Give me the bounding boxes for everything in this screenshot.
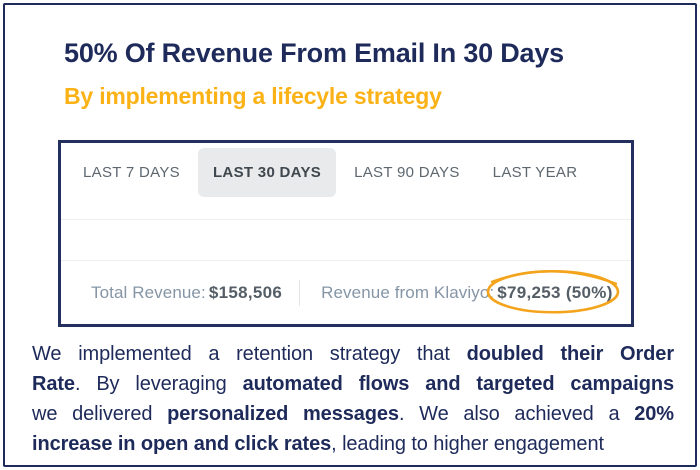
revenue-stats-row: Total Revenue: $158,506 Revenue from Kla… bbox=[61, 261, 631, 324]
body-text-line: increase in open and click rates, leadin… bbox=[32, 433, 604, 455]
tab-last-year[interactable]: LAST YEAR bbox=[492, 164, 578, 181]
analytics-panel: LAST 7 DAYS LAST 30 DAYS LAST 90 DAYS LA… bbox=[58, 140, 634, 327]
total-revenue-label: Total Revenue: bbox=[91, 282, 206, 302]
total-revenue-value: $158,506 bbox=[208, 282, 283, 302]
case-study-summary: We implemented a retention strategy that… bbox=[32, 339, 674, 459]
klaviyo-revenue-label: Revenue from Klaviyo: bbox=[321, 282, 495, 302]
klaviyo-revenue-stat: Revenue from Klaviyo: $79,253 (50%) bbox=[321, 269, 620, 314]
page-title: 50% Of Revenue From Email In 30 Days bbox=[64, 38, 564, 68]
annotated-value-wrap: $79,253 (50%) bbox=[487, 269, 620, 314]
horizontal-divider bbox=[61, 260, 631, 261]
tab-last-90-days[interactable]: LAST 90 DAYS bbox=[354, 164, 460, 181]
horizontal-divider bbox=[61, 219, 631, 220]
tab-last-7-days[interactable]: LAST 7 DAYS bbox=[83, 164, 180, 181]
body-text-line: We implemented a retention strategy that… bbox=[32, 343, 674, 365]
page-subtitle: By implementing a lifecyle strategy bbox=[64, 83, 442, 109]
total-revenue-stat: Total Revenue: $158,506 bbox=[91, 283, 282, 303]
tab-last-30-days[interactable]: LAST 30 DAYS bbox=[197, 148, 337, 197]
date-range-tabs: LAST 7 DAYS LAST 30 DAYS LAST 90 DAYS LA… bbox=[68, 148, 627, 197]
klaviyo-revenue-value: $79,253 (50%) bbox=[497, 282, 613, 302]
vertical-divider bbox=[299, 279, 301, 306]
body-text-line: we delivered personalized messages. We a… bbox=[32, 403, 674, 425]
body-text-line: Rate. By leveraging automated flows and … bbox=[32, 373, 674, 395]
